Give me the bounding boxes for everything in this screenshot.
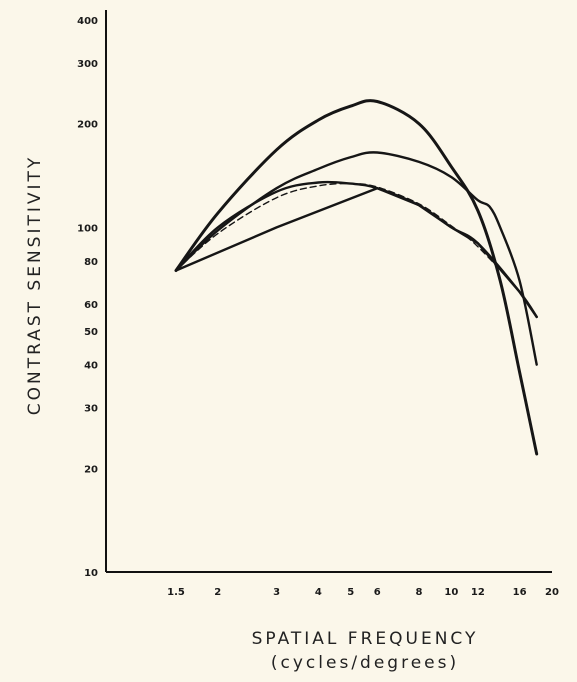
y-tick-label: 300 bbox=[77, 59, 98, 70]
y-axis-title: CONTRAST SENSITIVITY bbox=[25, 155, 45, 416]
series-line-5 bbox=[174, 187, 538, 319]
y-tick-label: 10 bbox=[84, 568, 98, 579]
x-tick-label: 2 bbox=[214, 587, 221, 598]
y-tick-label: 20 bbox=[84, 464, 98, 475]
x-tick-label: 3 bbox=[273, 587, 280, 598]
y-tick-label: 100 bbox=[77, 223, 98, 234]
series-line-2 bbox=[174, 151, 538, 366]
x-tick-label: 6 bbox=[374, 587, 381, 598]
y-tick-label: 200 bbox=[77, 120, 98, 131]
x-tick-label: 10 bbox=[444, 587, 458, 598]
axis-titles: CONTRAST SENSITIVITY SPATIAL FREQUENCY (… bbox=[25, 155, 479, 673]
ticks: 400 300 200 100 80 60 50 40 30 20 10 1.5 2 3 4 5 6 8 10 12 1… bbox=[77, 16, 559, 598]
y-tick-label: 40 bbox=[84, 361, 98, 372]
axes bbox=[105, 10, 552, 573]
x-tick-label: 16 bbox=[513, 587, 527, 598]
y-tick-label: 30 bbox=[84, 404, 98, 415]
y-tick-label: 80 bbox=[84, 257, 98, 268]
x-tick-label: 12 bbox=[471, 587, 485, 598]
series-line-1 bbox=[174, 99, 539, 456]
y-tick-label: 50 bbox=[84, 327, 98, 338]
x-axis-subtitle: (cycles/degrees) bbox=[271, 653, 459, 673]
y-tick-label: 60 bbox=[84, 300, 98, 311]
y-tick-label: 400 bbox=[77, 16, 98, 27]
x-tick-label: 4 bbox=[315, 587, 322, 598]
x-tick-label: 20 bbox=[545, 587, 559, 598]
x-tick-label: 8 bbox=[416, 587, 423, 598]
x-tick-label: 1.5 bbox=[167, 587, 185, 598]
x-tick-label: 5 bbox=[347, 587, 354, 598]
series-lines bbox=[174, 99, 539, 456]
x-axis-title: SPATIAL FREQUENCY bbox=[252, 629, 479, 649]
